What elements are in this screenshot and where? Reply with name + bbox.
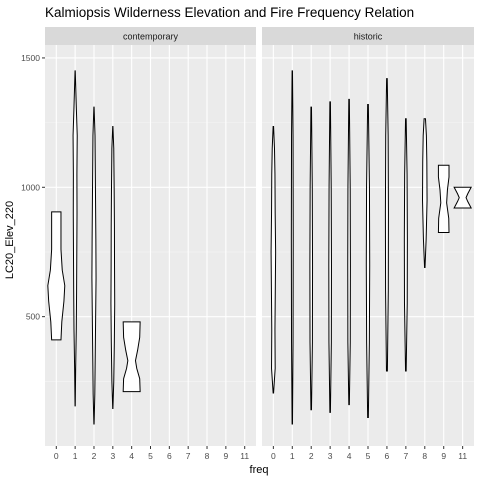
x-tick-label: 5 xyxy=(366,451,371,461)
x-axis-title: freq xyxy=(250,464,269,476)
x-tick-label: 1 xyxy=(290,451,295,461)
panel-historic: historic xyxy=(262,27,474,446)
x-tick-label: 0 xyxy=(271,451,276,461)
x-tick-label: 3 xyxy=(328,451,333,461)
x-tick-label: 11 xyxy=(458,451,467,461)
x-tick-label: 8 xyxy=(422,451,427,461)
y-axis-title: LC20_Elev_220 xyxy=(4,201,16,279)
violin-historic-freq-6 xyxy=(385,79,388,371)
x-tick-label: 6 xyxy=(385,451,390,461)
y-tick-label: 1500 xyxy=(21,53,40,63)
violin-contemporary-freq-2 xyxy=(92,107,96,424)
violin-historic-freq-4 xyxy=(348,99,351,404)
x-tick-label: 7 xyxy=(186,451,191,461)
violin-historic-freq-3 xyxy=(329,102,332,412)
violin-historic-freq-8 xyxy=(423,119,428,268)
violin-historic-freq-0 xyxy=(271,126,276,392)
facet-strip-label: historic xyxy=(354,32,383,42)
x-tick-label: 2 xyxy=(92,451,97,461)
x-tick-label: 7 xyxy=(403,451,408,461)
violin-historic-freq-2 xyxy=(310,107,313,410)
x-tick-label: 0 xyxy=(54,451,59,461)
x-tick-label: 2 xyxy=(309,451,314,461)
x-tick-label: 3 xyxy=(110,451,115,461)
facet-strip-label: contemporary xyxy=(123,32,179,42)
y-tick-label: 500 xyxy=(26,312,40,322)
violin-historic-freq-7 xyxy=(404,119,407,371)
violin-historic-freq-1 xyxy=(291,71,293,424)
x-tick-label: 4 xyxy=(347,451,352,461)
x-tick-label: 9 xyxy=(223,451,228,461)
violin-contemporary-freq-3 xyxy=(111,126,115,408)
x-tick-label: 8 xyxy=(205,451,210,461)
x-tick-label: 1 xyxy=(73,451,78,461)
y-tick-label: 1000 xyxy=(21,182,40,192)
x-tick-label: 11 xyxy=(240,451,249,461)
x-tick-label: 6 xyxy=(167,451,172,461)
chart-title: Kalmiopsis Wilderness Elevation and Fire… xyxy=(45,5,414,20)
x-tick-label: 5 xyxy=(148,451,153,461)
panel-contemporary: contemporary xyxy=(45,27,256,446)
x-tick-label: 9 xyxy=(441,451,446,461)
violin-historic-freq-5 xyxy=(366,105,369,418)
x-tick-label: 4 xyxy=(129,451,134,461)
